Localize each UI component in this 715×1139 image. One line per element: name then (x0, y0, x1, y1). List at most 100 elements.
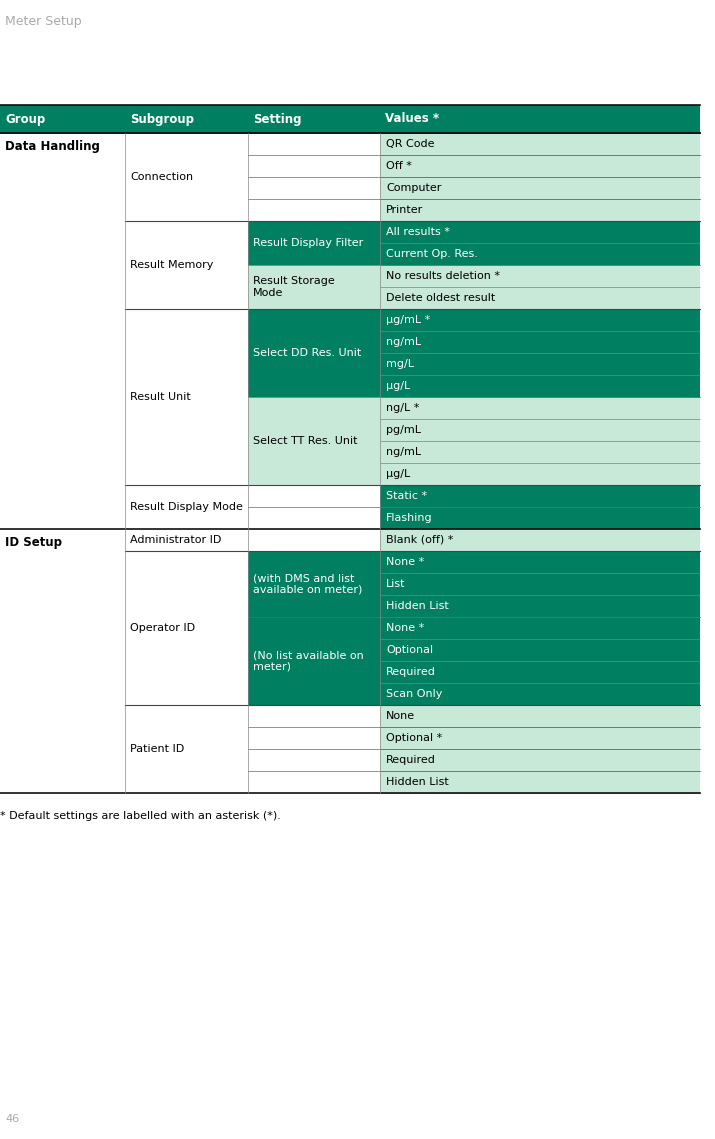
Bar (125, 419, 248, 441)
Bar (125, 265, 248, 287)
Bar (248, 221, 380, 265)
Bar (125, 155, 248, 177)
Bar (380, 331, 700, 353)
Bar (125, 705, 248, 727)
Bar (380, 177, 700, 199)
Bar (125, 243, 248, 265)
Bar (380, 528, 700, 551)
Text: Result Unit: Result Unit (130, 392, 191, 402)
Bar (125, 507, 248, 528)
Text: Blank (off) *: Blank (off) * (386, 535, 453, 544)
Text: Hidden List: Hidden List (386, 777, 449, 787)
Bar (125, 441, 248, 462)
Text: mg/L: mg/L (386, 359, 414, 369)
Bar (248, 705, 380, 727)
Bar (0, 353, 125, 375)
Bar (380, 485, 700, 507)
Bar (380, 353, 700, 375)
Bar (0, 485, 125, 507)
Bar (380, 221, 700, 243)
Text: Current Op. Res.: Current Op. Res. (386, 249, 478, 259)
Bar (0, 199, 125, 221)
Text: Static *: Static * (386, 491, 427, 501)
Text: pg/mL: pg/mL (386, 425, 421, 435)
Bar (125, 221, 248, 243)
Bar (380, 441, 700, 462)
Text: Result Display Mode: Result Display Mode (130, 502, 243, 513)
Bar (125, 727, 248, 749)
Bar (125, 639, 248, 661)
Bar (0, 375, 125, 398)
Bar (0, 105, 125, 133)
Bar (380, 309, 700, 331)
Bar (125, 105, 248, 133)
Bar (248, 617, 380, 705)
Bar (0, 749, 125, 771)
Bar (248, 507, 380, 528)
Text: μg/L: μg/L (386, 469, 410, 480)
Bar (248, 177, 380, 199)
Bar (0, 287, 125, 309)
Bar (125, 661, 248, 683)
Text: ng/mL: ng/mL (386, 337, 421, 347)
Bar (0, 551, 125, 573)
Text: QR Code: QR Code (386, 139, 435, 149)
Text: Connection: Connection (130, 172, 193, 182)
Text: * Default settings are labelled with an asterisk (*).: * Default settings are labelled with an … (0, 811, 281, 821)
Text: Result Storage
Mode: Result Storage Mode (253, 276, 335, 297)
Bar (248, 749, 380, 771)
Text: μg/mL *: μg/mL * (386, 316, 430, 325)
Bar (125, 199, 248, 221)
Bar (0, 155, 125, 177)
Bar (248, 771, 380, 793)
Bar (380, 105, 700, 133)
Bar (125, 309, 248, 331)
Bar (248, 528, 380, 551)
Text: Optional *: Optional * (386, 734, 443, 743)
Text: Select TT Res. Unit: Select TT Res. Unit (253, 436, 358, 446)
Bar (248, 309, 380, 398)
Bar (248, 155, 380, 177)
Text: (No list available on
meter): (No list available on meter) (253, 650, 364, 672)
Text: ng/mL: ng/mL (386, 446, 421, 457)
Bar (380, 199, 700, 221)
Text: None *: None * (386, 623, 424, 633)
Bar (0, 398, 125, 419)
Text: Operator ID: Operator ID (130, 623, 195, 633)
Bar (380, 133, 700, 155)
Bar (125, 177, 248, 199)
Bar (380, 287, 700, 309)
Text: Meter Setup: Meter Setup (5, 15, 82, 28)
Text: Computer: Computer (386, 183, 441, 192)
Text: Data Handling: Data Handling (5, 140, 100, 153)
Bar (125, 528, 248, 551)
Bar (0, 133, 125, 155)
Text: (with DMS and list
available on meter): (with DMS and list available on meter) (253, 573, 363, 595)
Text: Required: Required (386, 755, 436, 765)
Text: Setting: Setting (253, 113, 302, 125)
Bar (125, 133, 248, 155)
Bar (380, 419, 700, 441)
Bar (380, 507, 700, 528)
Bar (248, 199, 380, 221)
Text: Group: Group (5, 113, 45, 125)
Bar (125, 749, 248, 771)
Bar (0, 177, 125, 199)
Text: Off *: Off * (386, 161, 412, 171)
Bar (380, 155, 700, 177)
Bar (380, 683, 700, 705)
Bar (380, 265, 700, 287)
Bar (380, 639, 700, 661)
Text: μg/L: μg/L (386, 382, 410, 391)
Bar (248, 133, 380, 155)
Text: Patient ID: Patient ID (130, 744, 184, 754)
Bar (0, 661, 125, 683)
Text: All results *: All results * (386, 227, 450, 237)
Bar (248, 398, 380, 485)
Text: Values *: Values * (385, 113, 439, 125)
Bar (0, 419, 125, 441)
Bar (125, 485, 248, 507)
Bar (0, 265, 125, 287)
Bar (380, 398, 700, 419)
Text: Required: Required (386, 667, 436, 677)
